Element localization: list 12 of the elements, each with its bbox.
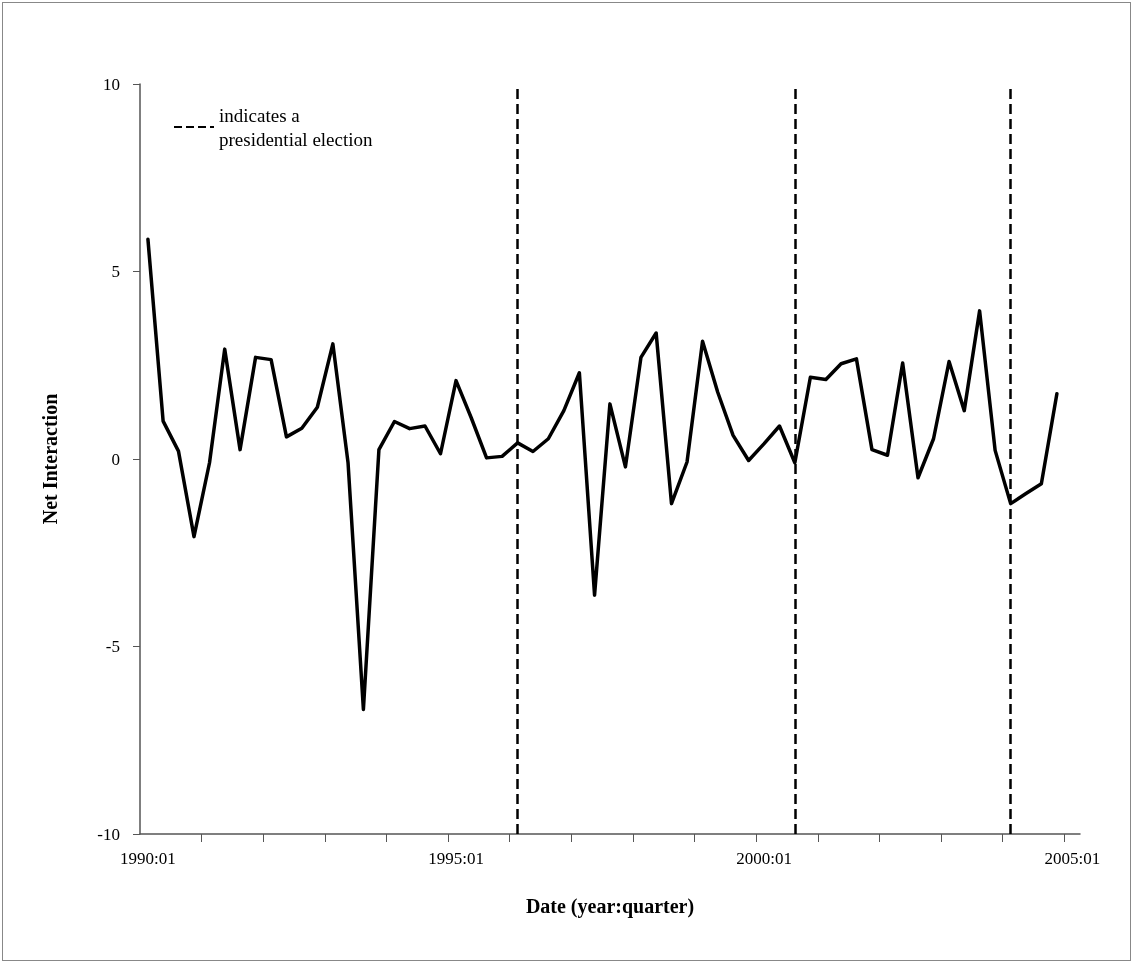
y-tick-label: 5 — [111, 262, 120, 281]
x-tick-label: 1995:01 — [428, 849, 484, 868]
y-axis-title: Net Interaction — [39, 393, 61, 525]
x-tick-label: 2005:01 — [1044, 849, 1101, 868]
x-tick-label: 1990:01 — [120, 849, 176, 868]
ref-line-label: indicates a presidential election — [219, 104, 374, 150]
x-axis-title: Date (year:quarter) — [525, 895, 695, 918]
y-tick-label: -5 — [105, 637, 120, 656]
y-tick-label: 0 — [111, 449, 120, 469]
x-tick-label: 2000:01 — [736, 849, 792, 868]
y-tick-label: 10 — [103, 74, 120, 94]
y-tick-label: -10 — [97, 824, 120, 844]
